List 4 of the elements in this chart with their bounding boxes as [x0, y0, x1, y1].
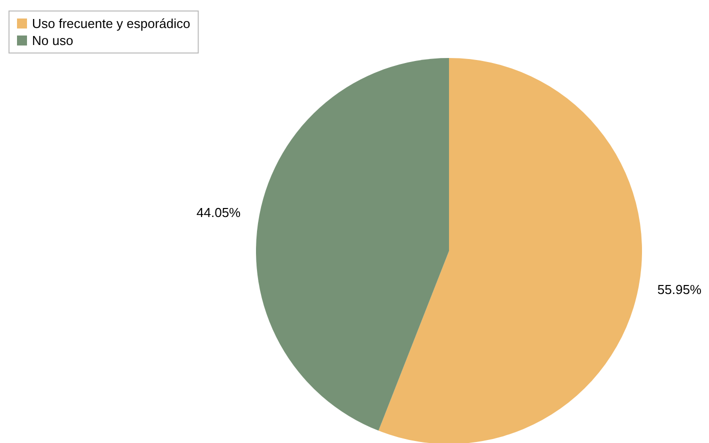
- legend-label: No uso: [32, 33, 74, 48]
- data-label: 44.05%: [196, 205, 242, 220]
- legend-label: Uso frecuente y esporádico: [32, 16, 190, 31]
- data-label: 55.95%: [657, 282, 702, 297]
